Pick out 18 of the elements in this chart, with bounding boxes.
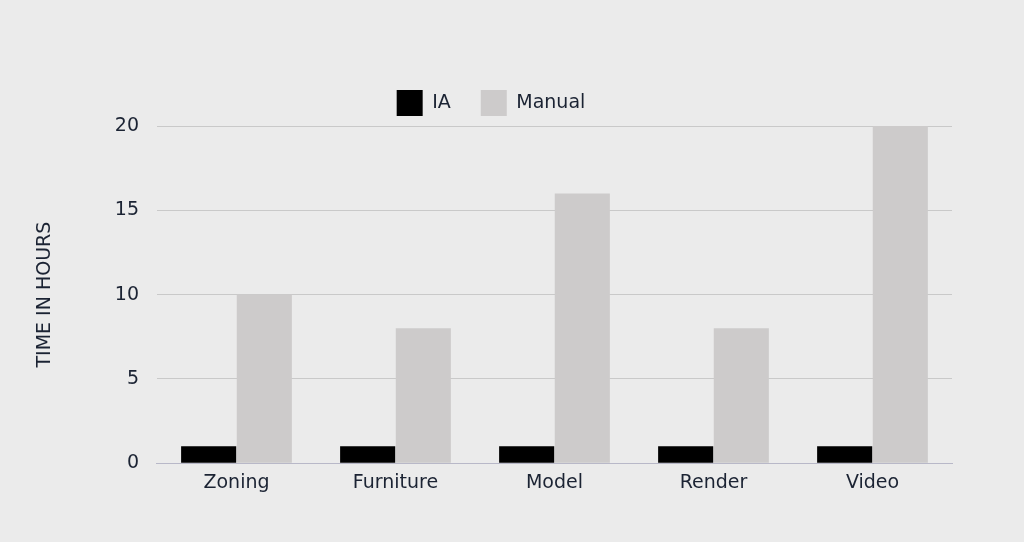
y-tick-label: 5: [126, 365, 139, 388]
x-tick-label: Zoning: [203, 469, 270, 492]
bar: [499, 446, 555, 463]
legend-label: Manual: [516, 89, 586, 112]
bar: [817, 446, 873, 463]
bar: [340, 446, 396, 463]
bar: [658, 446, 714, 463]
y-tick-label: 20: [114, 112, 139, 135]
y-axis-title: TIME IN HOURS: [32, 221, 55, 369]
x-tick-label: Render: [679, 469, 748, 492]
x-tick-label: Furniture: [352, 469, 439, 492]
bar: [181, 446, 237, 463]
y-tick-label: 0: [126, 450, 139, 473]
y-tick-label: 15: [114, 197, 139, 220]
y-tick-label: 10: [114, 281, 139, 304]
x-tick-label: Model: [525, 469, 584, 492]
legend-label: IA: [432, 89, 451, 112]
x-tick-label: Video: [845, 469, 900, 492]
